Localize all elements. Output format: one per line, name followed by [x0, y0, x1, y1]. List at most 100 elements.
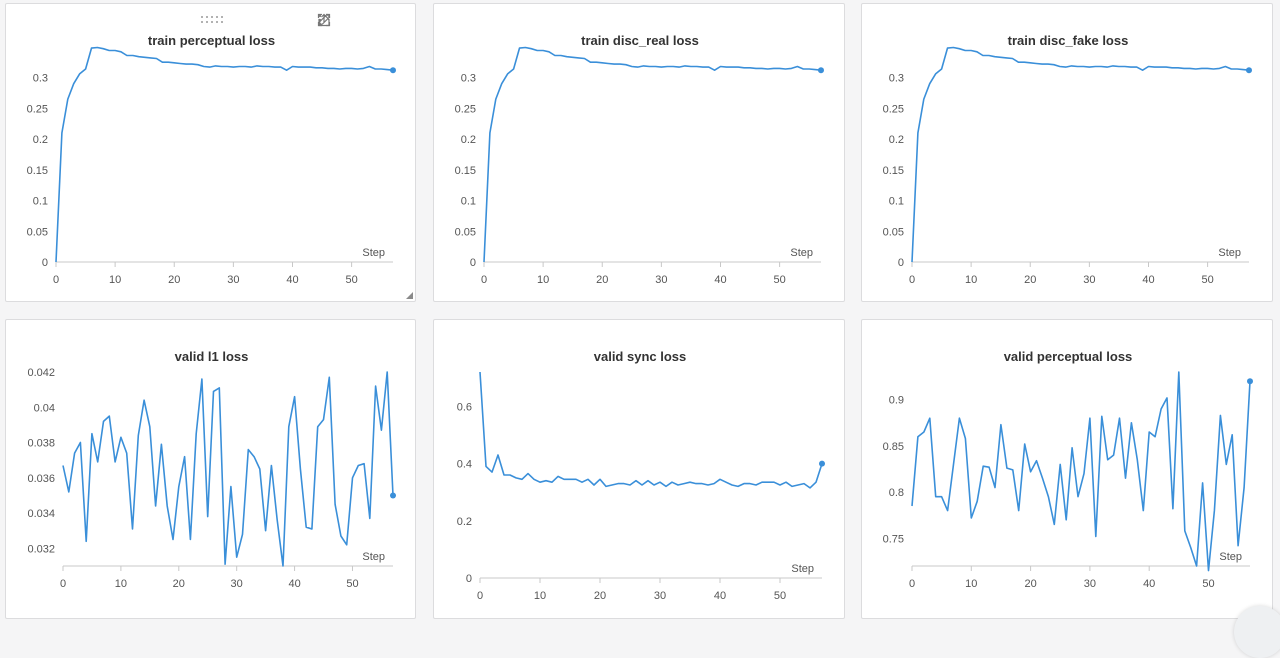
- x-tick-label: 40: [286, 274, 298, 286]
- y-tick-label: 0.04: [34, 402, 55, 414]
- x-tick-label: 0: [60, 578, 66, 590]
- y-tick-label: 0.25: [455, 103, 476, 115]
- y-tick-label: 0.036: [27, 473, 55, 485]
- x-axis-label: Step: [1219, 551, 1242, 563]
- x-axis-label: Step: [791, 563, 814, 575]
- x-tick-label: 10: [965, 274, 977, 286]
- data-point: [1246, 67, 1252, 74]
- x-tick-label: 20: [1024, 274, 1036, 286]
- y-tick-label: 0.85: [883, 441, 904, 453]
- data-point: [818, 67, 824, 74]
- series-line: [911, 46, 1250, 263]
- x-tick-label: 30: [227, 274, 239, 286]
- y-tick-label: 0: [42, 257, 48, 269]
- series-line: [911, 371, 1251, 572]
- panel-valid-sync-loss: valid sync loss 0 0.2 0.4 0.6 0 10 20 30 40 50 Step: [433, 319, 845, 619]
- chart-svg: valid sync loss 0 0.2 0.4 0.6 0 10 20 30 40 50 Step: [457, 349, 825, 602]
- panel-toolbar: [317, 13, 405, 31]
- y-tick-label: 0: [898, 257, 904, 269]
- y-tick-label: 0.2: [461, 134, 476, 146]
- y-tick-label: 0.2: [457, 516, 472, 528]
- x-tick-label: 20: [168, 274, 180, 286]
- x-tick-label: 20: [594, 590, 606, 602]
- x-tick-label: 30: [1084, 578, 1096, 590]
- data-point: [1247, 378, 1253, 385]
- y-tick-label: 0.05: [883, 226, 904, 238]
- data-point: [390, 67, 396, 74]
- chart-svg: valid l1 loss 0.032 0.034 0.036 0.038 0.04 0.0…: [27, 349, 396, 590]
- resize-handle-icon[interactable]: [406, 292, 413, 299]
- x-tick-label: 10: [115, 578, 127, 590]
- y-tick-label: 0.75: [883, 533, 904, 545]
- more-vert-icon[interactable]: [318, 14, 405, 30]
- chart-title: train disc_real loss: [581, 33, 699, 48]
- y-tick-label: 0.8: [889, 487, 904, 499]
- drag-handle-icon[interactable]: [200, 15, 224, 25]
- x-tick-label: 30: [231, 578, 243, 590]
- y-tick-label: 0.1: [889, 196, 904, 208]
- panel-train-disc-real-loss: train disc_real loss 0 0.05 0.1 0.15 0.2 0.25 0…: [433, 3, 845, 302]
- y-tick-label: 0: [470, 257, 476, 269]
- x-tick-label: 40: [288, 578, 300, 590]
- help-button[interactable]: [1234, 606, 1280, 658]
- x-tick-label: 40: [1143, 578, 1155, 590]
- y-tick-label: 0.05: [27, 226, 48, 238]
- x-tick-label: 30: [655, 274, 667, 286]
- x-tick-label: 50: [346, 578, 358, 590]
- x-tick-label: 50: [774, 590, 786, 602]
- y-tick-label: 0.25: [27, 103, 48, 115]
- panel-train-disc-fake-loss: train disc_fake loss 0 0.05 0.1 0.15 0.2 0.25 0…: [861, 3, 1273, 302]
- data-point: [819, 460, 825, 467]
- x-tick-label: 20: [1024, 578, 1036, 590]
- y-tick-label: 0.034: [27, 508, 55, 520]
- y-tick-label: 0.9: [889, 395, 904, 407]
- x-tick-label: 10: [537, 274, 549, 286]
- y-tick-label: 0.3: [461, 73, 476, 85]
- series-line: [479, 371, 823, 489]
- y-tick-label: 0.1: [461, 196, 476, 208]
- x-tick-label: 20: [173, 578, 185, 590]
- x-tick-label: 50: [1202, 578, 1214, 590]
- chart-title: valid perceptual loss: [1004, 349, 1133, 364]
- x-tick-label: 10: [965, 578, 977, 590]
- x-axis-label: Step: [1218, 247, 1241, 259]
- y-tick-label: 0.3: [33, 73, 48, 85]
- edit-icon[interactable]: [318, 13, 357, 30]
- chart-title: valid sync loss: [594, 349, 687, 364]
- x-tick-label: 0: [909, 578, 915, 590]
- y-tick-label: 0: [466, 573, 472, 585]
- x-tick-label: 0: [477, 590, 483, 602]
- y-tick-label: 0.042: [27, 367, 55, 379]
- y-tick-label: 0.15: [455, 165, 476, 177]
- chart-svg: valid perceptual loss 0.75 0.8 0.85 0.9 0 10 20…: [883, 349, 1253, 590]
- x-tick-label: 50: [1201, 274, 1213, 286]
- x-tick-label: 0: [53, 274, 59, 286]
- chart-title: train disc_fake loss: [1008, 33, 1129, 48]
- x-tick-label: 30: [654, 590, 666, 602]
- series-line: [62, 371, 394, 567]
- x-tick-label: 30: [1083, 274, 1095, 286]
- series-line: [55, 46, 394, 263]
- chart-title: train perceptual loss: [148, 33, 275, 48]
- x-tick-label: 40: [1142, 274, 1154, 286]
- y-tick-label: 0.15: [883, 165, 904, 177]
- y-tick-label: 0.15: [27, 165, 48, 177]
- fullscreen-icon[interactable]: [317, 13, 381, 30]
- y-tick-label: 0.2: [33, 134, 48, 146]
- y-tick-label: 0.038: [27, 438, 55, 450]
- data-point: [390, 492, 396, 499]
- x-tick-label: 20: [596, 274, 608, 286]
- x-tick-label: 0: [909, 274, 915, 286]
- x-axis-label: Step: [790, 247, 813, 259]
- panel-valid-perceptual-loss: valid perceptual loss 0.75 0.8 0.85 0.9 0 10 20…: [861, 319, 1273, 619]
- x-tick-label: 0: [481, 274, 487, 286]
- panel-valid-l1-loss: valid l1 loss 0.032 0.034 0.036 0.038 0.04 0.0…: [5, 319, 416, 619]
- y-tick-label: 0.25: [883, 103, 904, 115]
- series-line: [483, 46, 822, 263]
- y-tick-label: 0.2: [889, 134, 904, 146]
- x-tick-label: 10: [534, 590, 546, 602]
- chart-title: valid l1 loss: [175, 349, 249, 364]
- y-tick-label: 0.032: [27, 543, 55, 555]
- x-axis-label: Step: [362, 551, 385, 563]
- x-tick-label: 50: [773, 274, 785, 286]
